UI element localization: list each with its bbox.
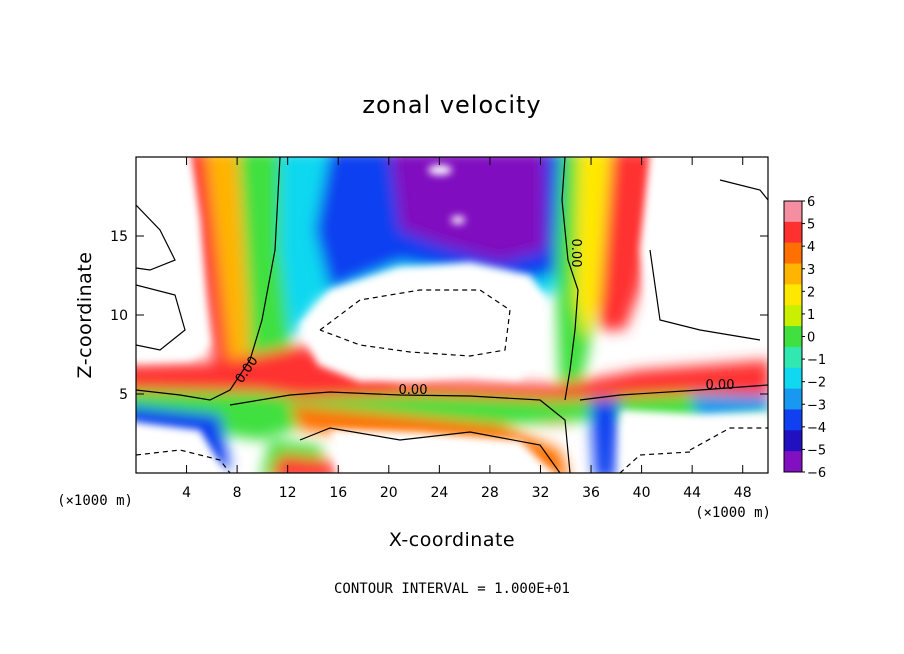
right-yellow-column bbox=[575, 157, 612, 340]
lower-right-white bbox=[620, 410, 768, 473]
x-tick-label: 36 bbox=[582, 485, 600, 501]
y-tick-label: 5 bbox=[119, 387, 128, 403]
zero-contour-right bbox=[561, 157, 579, 401]
x-axis-ticks: 4 8 12 16 20 24 28 32 36 40 44 48 bbox=[182, 157, 752, 501]
colorbar-label: 1 bbox=[807, 308, 815, 323]
x-tick-label: 8 bbox=[233, 485, 242, 501]
colorbar-swatch bbox=[784, 326, 802, 348]
upper-purple-core bbox=[390, 157, 545, 262]
upper-right-white bbox=[640, 157, 768, 335]
colorbar-swatch bbox=[784, 451, 802, 473]
contour-upper-left bbox=[136, 204, 186, 351]
contour-lower-left-dashed bbox=[136, 449, 231, 473]
colorbar-swatch bbox=[784, 367, 802, 390]
chart-title: zonal velocity bbox=[362, 91, 541, 119]
x-tick-label: 20 bbox=[380, 485, 398, 501]
colorbar-label: −6 bbox=[807, 466, 826, 481]
x-tick-label: 24 bbox=[430, 485, 448, 501]
y-tick-label: 15 bbox=[110, 229, 128, 245]
contour-label-right: 0.00 bbox=[568, 239, 583, 268]
colorbar-label: 4 bbox=[807, 240, 815, 255]
x-tick-label: 48 bbox=[734, 485, 752, 501]
upper-left-white bbox=[136, 157, 210, 362]
lower-mid-white bbox=[330, 430, 553, 473]
lower-red-tongue bbox=[272, 455, 337, 473]
contour-label-mid: 0.00 bbox=[399, 383, 428, 398]
lower-right-blue bbox=[590, 400, 620, 473]
y-axis-ticks: 5 10 15 bbox=[110, 229, 768, 403]
colorbar-swatch bbox=[784, 242, 802, 265]
y-tick-label: 10 bbox=[110, 308, 128, 324]
x-unit-label-right: (×1000 m) bbox=[695, 505, 771, 521]
colorbar-label: 6 bbox=[807, 195, 815, 210]
contour-upper-right bbox=[649, 179, 768, 341]
contour-label-far-right: 0.00 bbox=[706, 378, 735, 393]
colorbar-label: 3 bbox=[807, 263, 815, 278]
colorbar-label: −1 bbox=[807, 353, 826, 368]
x-tick-label: 32 bbox=[532, 485, 550, 501]
contour-interval-note: CONTOUR INTERVAL = 1.000E+01 bbox=[334, 581, 570, 597]
x-tick-label: 4 bbox=[182, 485, 191, 501]
x-axis-label: X-coordinate bbox=[389, 529, 515, 551]
colorbar-label: −3 bbox=[807, 398, 826, 413]
x-tick-label: 16 bbox=[329, 485, 347, 501]
central-white-cavity bbox=[300, 262, 548, 382]
zero-contour-mid bbox=[229, 391, 571, 473]
x-tick-label: 28 bbox=[481, 485, 499, 501]
colorbar-swatch bbox=[784, 284, 802, 306]
contour-lower-right-dashed bbox=[619, 427, 768, 473]
colorbar-label: −2 bbox=[807, 376, 826, 391]
colorbar-swatch bbox=[784, 388, 802, 410]
colorbar-label: 0 bbox=[807, 331, 815, 346]
colorbar-swatch bbox=[784, 305, 802, 327]
lower-left-white bbox=[136, 422, 226, 473]
colorbar-label: 5 bbox=[807, 218, 815, 233]
field-white-layer bbox=[136, 157, 768, 473]
velocity-field: 0.00 0.00 0.00 0.00 bbox=[136, 157, 768, 473]
colorbar-swatch bbox=[784, 346, 802, 369]
colorbar-label: 2 bbox=[807, 285, 815, 300]
colorbar-label: −5 bbox=[807, 443, 826, 458]
colorbar-swatch bbox=[784, 409, 802, 431]
zero-contour-left bbox=[136, 157, 281, 401]
contour-lower-mid bbox=[299, 427, 561, 473]
zero-contour-far-right bbox=[579, 384, 768, 401]
colorbar-swatch bbox=[784, 201, 802, 223]
contour-lines bbox=[136, 157, 768, 473]
top-white-spot bbox=[428, 165, 452, 175]
colorbar-label: −4 bbox=[807, 421, 826, 436]
colorbar-swatch bbox=[784, 430, 802, 452]
x-unit-label-left: (×1000 m) bbox=[57, 493, 133, 509]
contour-labels: 0.00 0.00 0.00 0.00 bbox=[233, 239, 735, 398]
contour-cavity-dashed bbox=[319, 289, 511, 357]
x-tick-label: 44 bbox=[683, 485, 701, 501]
y-axis-label: Z-coordinate bbox=[74, 252, 96, 379]
colorbar: 6 5 4 3 2 1 0 −1 −2 −3 −4 −5 −6 bbox=[783, 195, 826, 481]
x-tick-label: 40 bbox=[633, 485, 651, 501]
x-tick-label: 12 bbox=[279, 485, 297, 501]
top-white-spot-2 bbox=[451, 216, 465, 224]
colorbar-swatch bbox=[784, 221, 802, 244]
colorbar-swatch bbox=[784, 263, 802, 285]
